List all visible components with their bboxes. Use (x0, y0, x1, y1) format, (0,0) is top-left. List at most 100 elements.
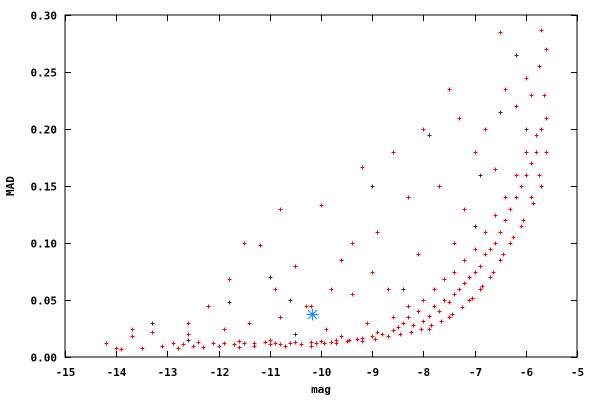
x-tick-label: -14 (107, 366, 127, 379)
data-point (398, 332, 403, 337)
x-tick-label: -12 (210, 366, 230, 379)
data-point (370, 334, 375, 339)
data-point (211, 341, 216, 346)
x-tick-label: -13 (158, 366, 178, 379)
data-point (227, 300, 232, 305)
data-point (478, 264, 483, 269)
data-point (447, 300, 452, 305)
data-point (508, 207, 513, 212)
x-tick-label: -6 (520, 366, 534, 379)
data-point (514, 195, 519, 200)
data-point (498, 30, 503, 35)
data-point (503, 218, 508, 223)
data-point (196, 340, 201, 345)
data-point (339, 258, 344, 263)
data-point (360, 339, 365, 344)
data-point (171, 341, 176, 346)
data-point (114, 346, 119, 351)
data-point (278, 207, 283, 212)
data-points (104, 28, 549, 352)
x-axis-label: mag (311, 383, 331, 396)
data-point (503, 87, 508, 92)
data-point (176, 346, 181, 351)
x-tick-label: -11 (261, 366, 281, 379)
data-point (419, 327, 424, 332)
data-point (503, 195, 508, 200)
data-point (191, 344, 196, 349)
data-point (360, 165, 365, 170)
data-point (227, 277, 232, 282)
data-point (534, 133, 539, 138)
data-point (493, 213, 498, 218)
data-point (529, 93, 534, 98)
data-point (278, 315, 283, 320)
data-point (511, 235, 516, 240)
data-point (452, 270, 457, 275)
data-point (299, 342, 304, 347)
y-tick-label: 0.25 (31, 67, 58, 80)
data-point (467, 298, 472, 303)
data-point (537, 173, 542, 178)
data-point (524, 150, 529, 155)
data-point (539, 28, 544, 33)
data-point (232, 342, 237, 347)
data-point (217, 344, 222, 349)
x-tick-label: -15 (56, 366, 76, 379)
data-point (268, 275, 273, 280)
data-point (473, 150, 478, 155)
data-point (329, 287, 334, 292)
data-point (314, 341, 319, 346)
data-point (473, 247, 478, 252)
data-point (329, 340, 334, 345)
data-point (457, 287, 462, 292)
data-point (409, 330, 414, 335)
data-point (391, 328, 396, 333)
data-point (391, 315, 396, 320)
data-point (427, 314, 432, 319)
data-point (488, 275, 493, 280)
data-point (150, 321, 155, 326)
x-tick-label: -9 (366, 366, 379, 379)
data-point (304, 304, 309, 309)
data-point (539, 127, 544, 132)
data-point (322, 341, 327, 346)
data-point (498, 110, 503, 115)
data-point (462, 281, 467, 286)
data-point (427, 133, 432, 138)
data-point (432, 304, 437, 309)
data-point (534, 150, 539, 155)
data-point (437, 309, 442, 314)
data-point (334, 341, 339, 346)
highlight-point (306, 308, 319, 321)
data-point (347, 338, 352, 343)
data-point (339, 334, 344, 339)
data-point (288, 341, 293, 346)
data-point (519, 224, 524, 229)
data-point (350, 292, 355, 297)
x-tick-label: -7 (469, 366, 482, 379)
data-point (206, 304, 211, 309)
data-point (524, 173, 529, 178)
data-point (493, 241, 498, 246)
data-point (130, 327, 135, 332)
data-point (278, 342, 283, 347)
data-point (237, 339, 242, 344)
data-point (186, 332, 191, 337)
x-tick-label: -5 (571, 366, 584, 379)
data-point (386, 334, 391, 339)
data-point (104, 341, 109, 346)
data-point (406, 315, 411, 320)
data-point (442, 277, 447, 282)
data-point (529, 161, 534, 166)
data-point (370, 184, 375, 189)
y-tick-label: 0.15 (31, 181, 58, 194)
data-point (350, 241, 355, 246)
data-point (273, 341, 278, 346)
data-point (293, 332, 298, 337)
data-point (544, 150, 549, 155)
data-point (462, 207, 467, 212)
data-point (493, 167, 498, 172)
y-tick-label: 0.10 (31, 238, 58, 251)
data-point (186, 338, 191, 343)
data-point (447, 315, 452, 320)
